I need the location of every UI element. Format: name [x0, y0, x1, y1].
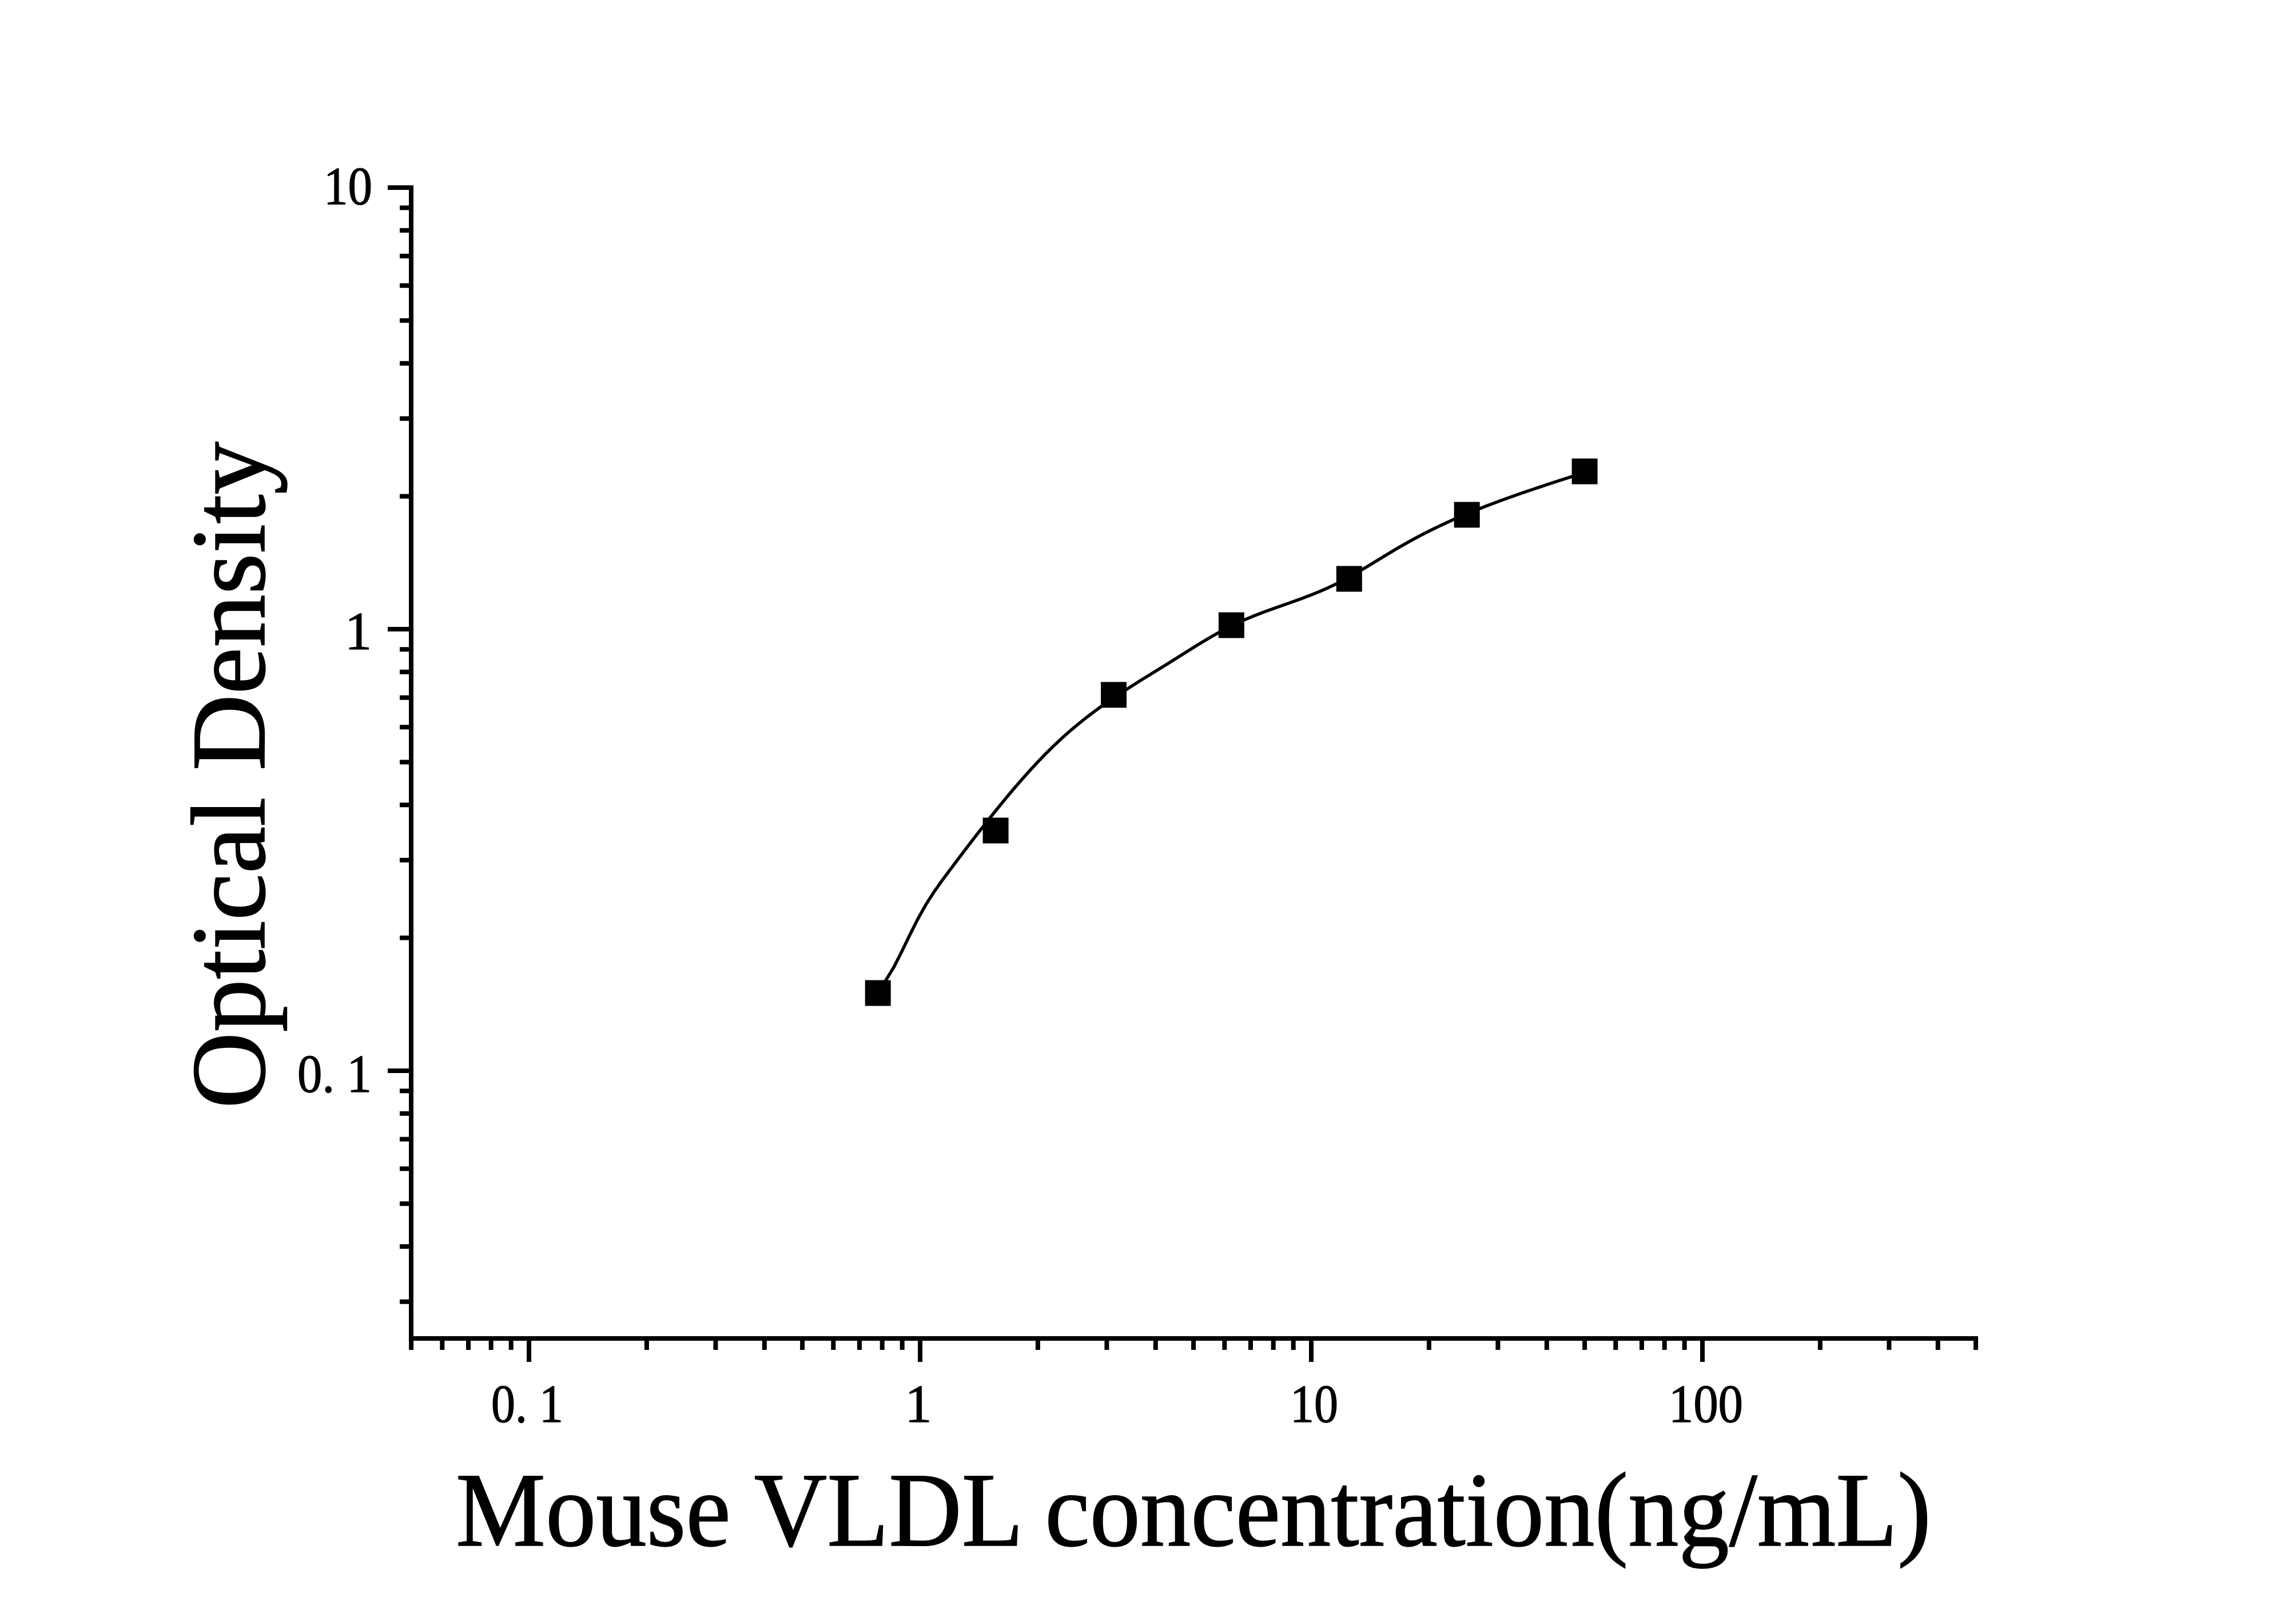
- svg-text:Mouse VLDL concentration(ng/mL: Mouse VLDL concentration(ng/mL): [456, 1452, 1931, 1569]
- svg-text:0. 1: 0. 1: [491, 1374, 563, 1434]
- svg-text:Optical Density: Optical Density: [170, 442, 288, 1109]
- svg-text:0. 1: 0. 1: [297, 1044, 372, 1104]
- svg-text:10: 10: [1290, 1374, 1338, 1434]
- svg-text:100: 100: [1669, 1374, 1743, 1434]
- svg-text:1: 1: [905, 1374, 932, 1434]
- svg-text:1: 1: [345, 602, 372, 661]
- svg-text:10: 10: [324, 157, 372, 216]
